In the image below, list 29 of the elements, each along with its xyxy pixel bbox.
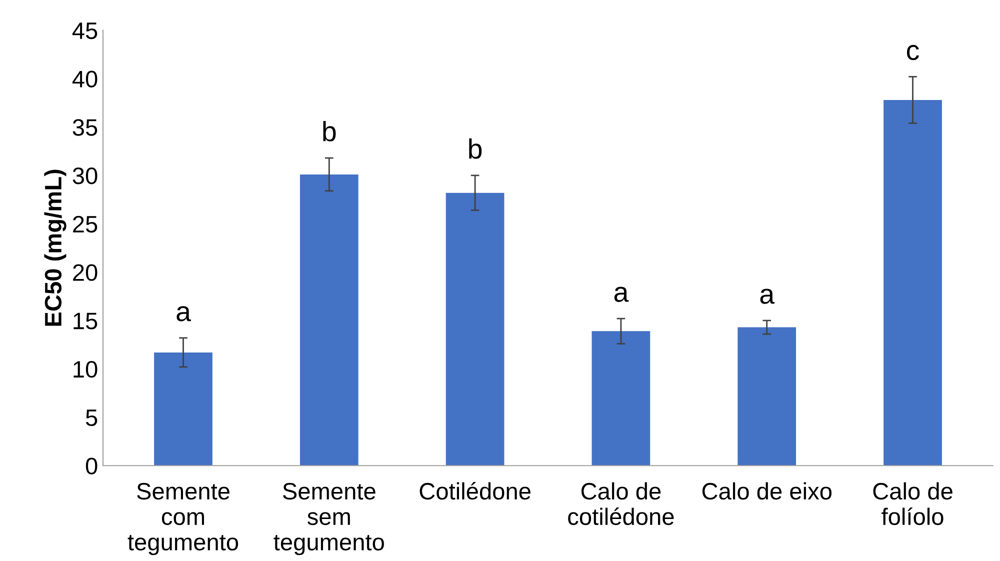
x-tick-label: Calo de cotilédone <box>568 482 674 526</box>
y-tick-label: 30 <box>72 167 98 184</box>
y-tick-label: 20 <box>73 264 98 281</box>
annotation: a <box>176 306 191 322</box>
bar <box>154 352 212 466</box>
x-tick-label: Cotilédone <box>420 482 530 500</box>
annotation: a <box>614 286 629 302</box>
y-tick-label: 15 <box>74 312 98 330</box>
bar <box>884 100 942 466</box>
y-axis-title: EC50 (mg/mL) <box>44 170 66 326</box>
y-tick-label: 5 <box>86 410 98 426</box>
y-tick-label: 10 <box>74 360 98 378</box>
annotation: b <box>323 120 336 142</box>
x-tick-label: Calo de folíolo <box>873 482 952 526</box>
y-tick-label: 25 <box>73 216 98 233</box>
bar <box>738 327 796 466</box>
x-tick-label: Semente com tegumento <box>128 482 238 556</box>
y-tick-label: 40 <box>72 70 98 88</box>
x-tick-label: Calo de eixo <box>702 482 832 500</box>
y-tick-label: 0 <box>86 458 98 474</box>
x-tick-label: Semente sem tegumento <box>274 482 384 556</box>
y-tick-label: 35 <box>72 119 98 136</box>
annotation: a <box>760 288 775 304</box>
y-tick-label: 45 <box>72 22 98 40</box>
annotation: c <box>906 44 919 60</box>
annotation: b <box>469 138 482 159</box>
bar <box>592 331 650 466</box>
bar <box>300 174 358 466</box>
bar <box>446 192 504 466</box>
